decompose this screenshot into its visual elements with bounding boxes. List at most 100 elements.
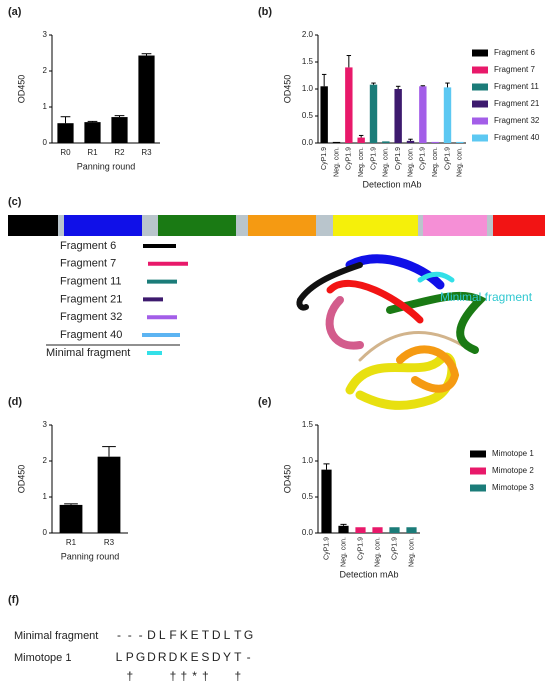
conservation-mark: † xyxy=(126,669,133,683)
legend-swatch xyxy=(472,117,488,125)
residue: - xyxy=(139,628,143,642)
bar xyxy=(406,140,415,143)
bar xyxy=(59,504,83,533)
residue: T xyxy=(234,650,242,664)
x-axis-label: Detection mAb xyxy=(339,569,398,579)
y-tick-label: 2.0 xyxy=(302,30,314,39)
bar xyxy=(369,84,378,143)
bar xyxy=(419,86,427,143)
y-axis-label: OD450 xyxy=(282,75,292,104)
domain-bar xyxy=(8,215,545,236)
residue: G xyxy=(244,628,253,642)
y-tick-label: 1 xyxy=(43,102,48,111)
y-tick-label: 3 xyxy=(43,420,48,429)
x-axis-label: Detection mAb xyxy=(362,179,421,189)
domain xyxy=(8,215,58,236)
y-tick-label: 1 xyxy=(43,492,48,501)
bar xyxy=(338,525,349,533)
domain xyxy=(158,215,236,236)
strand xyxy=(325,296,364,350)
x-tick-label: Neg. con. xyxy=(340,537,347,567)
legend-label: Mimotope 2 xyxy=(492,466,534,475)
fragment-label: Fragment 11 xyxy=(60,276,122,288)
legend-swatch xyxy=(470,484,486,492)
x-tick-label: Neg. con. xyxy=(358,147,365,177)
strand xyxy=(296,262,363,311)
legend-swatch xyxy=(472,134,488,142)
strand xyxy=(345,254,445,290)
y-tick-label: 1.5 xyxy=(302,57,314,66)
x-tick-label: Neg. con. xyxy=(407,147,414,177)
legend-label: Fragment 7 xyxy=(494,65,535,74)
x-tick-label: Neg. con. xyxy=(333,147,340,177)
x-tick-label: CyP1.9 xyxy=(323,537,330,560)
y-tick-label: 1.0 xyxy=(302,456,314,465)
row-name: Mimotope 1 xyxy=(14,652,71,664)
linker xyxy=(487,215,493,236)
x-tick-label: CyP1.9 xyxy=(395,147,402,170)
domain xyxy=(333,215,418,236)
fragment-label: Fragment 32 xyxy=(60,311,122,323)
x-axis-label: Panning round xyxy=(77,161,136,171)
bar xyxy=(321,469,332,533)
x-tick-label: R3 xyxy=(104,538,115,547)
bar xyxy=(382,141,390,143)
x-tick-label: CyP1.9 xyxy=(444,147,451,170)
legend-label: Fragment 11 xyxy=(494,82,539,91)
panel-label: (b) xyxy=(258,6,272,18)
x-tick-label: CyP1.9 xyxy=(420,147,427,170)
strand xyxy=(326,280,424,324)
residue: T xyxy=(202,628,210,642)
x-tick-label: Neg. con. xyxy=(408,537,415,567)
legend-swatch xyxy=(472,66,488,74)
conservation-mark: † xyxy=(170,669,177,683)
residue: S xyxy=(201,650,209,664)
domain xyxy=(493,215,545,236)
residue: Y xyxy=(223,650,231,664)
bar xyxy=(406,527,417,533)
x-tick-label: R1 xyxy=(87,148,98,157)
legend-swatch xyxy=(470,467,486,475)
conservation-mark: † xyxy=(202,669,209,683)
panel-label: (e) xyxy=(258,396,272,408)
domain xyxy=(248,215,316,236)
legend-swatch xyxy=(472,100,488,108)
residue: E xyxy=(191,628,199,642)
y-tick-label: 0.5 xyxy=(302,492,314,501)
y-axis-label: OD450 xyxy=(16,75,26,104)
residue: - xyxy=(128,628,132,642)
x-tick-label: R3 xyxy=(141,148,152,157)
legend-label: Mimotope 1 xyxy=(492,449,534,458)
y-tick-label: 2 xyxy=(43,66,48,75)
fragment-label: Fragment 7 xyxy=(60,258,116,270)
residue: T xyxy=(234,628,242,642)
linker xyxy=(58,215,64,236)
x-axis-label: Panning round xyxy=(61,551,120,561)
loop xyxy=(358,331,472,362)
fragment-label: Fragment 21 xyxy=(60,293,122,305)
domain xyxy=(423,215,487,236)
legend-label: Fragment 40 xyxy=(494,133,540,142)
conservation-mark: † xyxy=(234,669,241,683)
strand xyxy=(386,291,487,354)
residue: K xyxy=(180,628,188,642)
linker xyxy=(236,215,248,236)
row-name: Minimal fragment xyxy=(14,630,98,642)
bar xyxy=(456,141,464,143)
x-tick-label: Neg. con. xyxy=(383,147,390,177)
bar xyxy=(443,87,452,143)
x-tick-label: CyP1.9 xyxy=(391,537,398,560)
bar xyxy=(138,55,155,143)
panel-label: (d) xyxy=(8,396,22,408)
minimal-fragment-strand xyxy=(417,271,455,283)
bar xyxy=(97,456,121,533)
y-tick-label: 0 xyxy=(43,138,48,147)
legend-label: Fragment 32 xyxy=(494,116,540,125)
legend-swatch xyxy=(472,83,488,91)
bar xyxy=(394,89,402,143)
bar xyxy=(372,527,383,533)
bar xyxy=(320,86,328,143)
protein-structure xyxy=(296,254,487,410)
fragment-label: Minimal fragment xyxy=(46,347,130,359)
